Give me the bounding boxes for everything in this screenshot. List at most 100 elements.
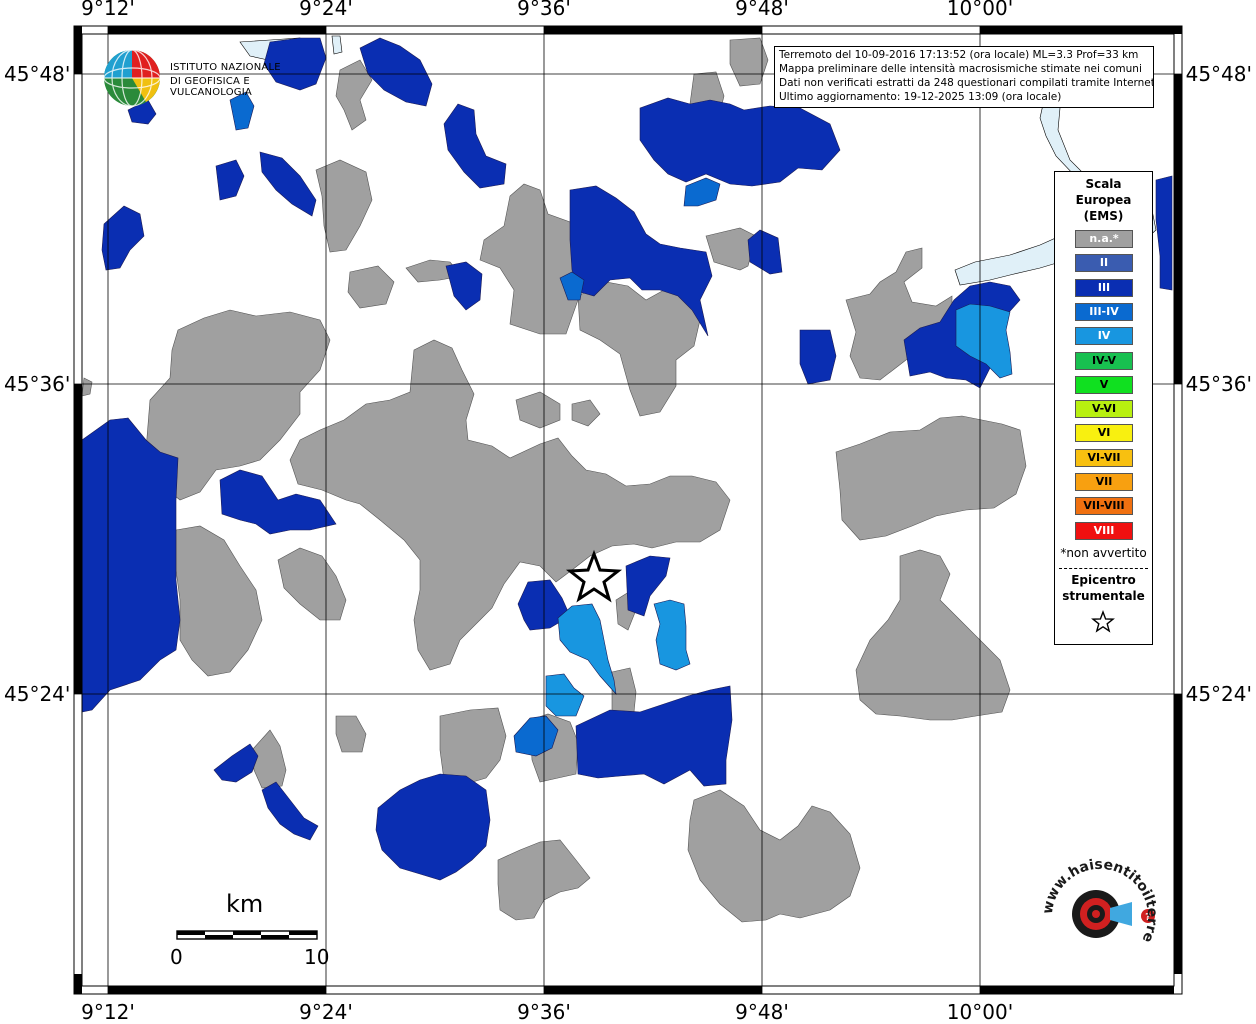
epicenter-star-icon (565, 549, 623, 603)
area-na (611, 667, 637, 713)
lon-label-top: 9°48' (735, 0, 789, 20)
area-iii (81, 417, 181, 713)
area-iv (557, 603, 617, 695)
area-na (347, 265, 395, 309)
legend-title-line: (EMS) (1083, 209, 1124, 223)
legend-item: V (1075, 375, 1133, 394)
ingv-name-line2: DI GEOFISICA E VULCANOLOGIA (170, 76, 252, 98)
area-na (81, 377, 93, 397)
legend-title-line: Europea (1075, 193, 1132, 207)
area-na (315, 159, 373, 253)
svg-text:?: ? (1145, 912, 1151, 923)
event-info-box: Terremoto del 10-09-2016 17:13:52 (ora l… (774, 46, 1154, 108)
event-info-line: Mappa preliminare delle intensità macros… (779, 63, 1142, 75)
legend-epicenter-line: Epicentro (1071, 573, 1136, 587)
legend-item: V-VI (1075, 400, 1133, 419)
ingv-name-line1: ISTITUTO NAZIONALE (170, 62, 281, 73)
event-info-line: Ultimo aggiornamento: 19-12-2025 13:09 (… (779, 91, 1062, 103)
area-iii (375, 773, 491, 881)
area-na (571, 399, 601, 427)
epicenter-star-legend-icon (1091, 610, 1115, 633)
area-iv (955, 303, 1013, 379)
area-iii (261, 781, 319, 841)
event-info-line: Terremoto del 10-09-2016 17:13:52 (ora l… (779, 49, 1139, 61)
lake-small (331, 35, 343, 55)
legend-item: IV (1075, 327, 1133, 346)
legend-item: II (1075, 254, 1133, 273)
area-iv (545, 673, 585, 717)
lat-label-left: 45°24' (4, 682, 71, 706)
lon-label-bottom: 9°12' (81, 1000, 135, 1024)
scale-max-label: 10 (304, 945, 330, 969)
area-iii (1155, 175, 1173, 291)
area-na (175, 525, 263, 677)
area-iii (359, 37, 433, 107)
area-iii-iv (559, 271, 585, 301)
area-na (705, 227, 757, 271)
legend-item: VIII (1075, 521, 1133, 540)
area-iii (625, 555, 671, 617)
scale-unit: km (226, 890, 264, 918)
legend-item: VI (1075, 424, 1133, 443)
ems-legend: Scala Europea (EMS) n.a.* II III III-IV IV IV… (1054, 171, 1153, 645)
area-iii (639, 97, 841, 187)
event-info-line: Dati non verificati estratti da 248 ques… (779, 77, 1154, 89)
legend-epicenter-label: Epicentro strumentale (1055, 572, 1152, 604)
area-na (515, 391, 561, 429)
area-na (145, 309, 331, 501)
legend-separator (1059, 568, 1148, 569)
legend-item: III-IV (1075, 302, 1133, 321)
area-na (335, 59, 373, 131)
lon-label-bottom: 9°24' (299, 1000, 353, 1024)
area-iii (799, 329, 837, 385)
area-na (835, 415, 1027, 541)
legend-item: VI-VII (1075, 448, 1133, 467)
municipalities-iii-iv (229, 91, 721, 757)
legend-item: IV-V (1075, 351, 1133, 370)
legend-title: Scala Europea (EMS) (1055, 176, 1152, 224)
area-iii-iv (683, 177, 721, 207)
area-iii (215, 159, 245, 201)
map-frame (73, 25, 1183, 995)
area-na (277, 547, 347, 621)
area-na (845, 247, 953, 381)
municipalities-iii (81, 37, 1173, 881)
ingv-logo: ISTITUTO NAZIONALE DI GEOFISICA E VULCAN… (100, 46, 320, 116)
area-na (335, 715, 367, 753)
area-iii (747, 229, 783, 275)
area-na (687, 789, 861, 923)
lon-label-top: 9°12' (81, 0, 135, 20)
lon-label-top: 9°36' (517, 0, 571, 20)
lon-label-bottom: 10°00' (946, 1000, 1014, 1024)
lon-label-top: 9°24' (299, 0, 353, 20)
legend-item: VII (1075, 473, 1133, 491)
scale-bar: km 0 10 (170, 890, 330, 970)
area-iii (219, 469, 337, 535)
municipalities-iv (545, 303, 1013, 717)
lat-label-left: 45°36' (4, 372, 71, 396)
legend-note: *non avvertito (1060, 546, 1147, 560)
lon-label-bottom: 9°48' (735, 1000, 789, 1024)
scale-bar-graphic (176, 930, 318, 940)
legend-item: VII-VIII (1075, 497, 1133, 516)
globe-icon (103, 49, 161, 107)
area-iv (653, 599, 691, 671)
area-iii (443, 103, 507, 189)
legend-item: III (1075, 278, 1133, 297)
lon-label-bottom: 9°36' (517, 1000, 571, 1024)
area-iii-iv (229, 91, 255, 131)
area-iii (569, 185, 713, 337)
haisentito-logo: ? www.haisentitoilterremoto.it (1025, 844, 1172, 976)
graticule (74, 26, 1182, 994)
area-iii (263, 37, 327, 91)
legend-item: n.a.* (1075, 230, 1133, 248)
area-iii (445, 261, 483, 311)
lat-label-left: 45°48' (4, 62, 71, 86)
lat-label-right: 45°36' (1185, 372, 1252, 396)
legend-title-line: Scala (1085, 177, 1122, 191)
scale-min-label: 0 (170, 945, 183, 969)
area-na (251, 729, 287, 789)
area-na (439, 707, 507, 785)
area-iii (213, 743, 259, 783)
